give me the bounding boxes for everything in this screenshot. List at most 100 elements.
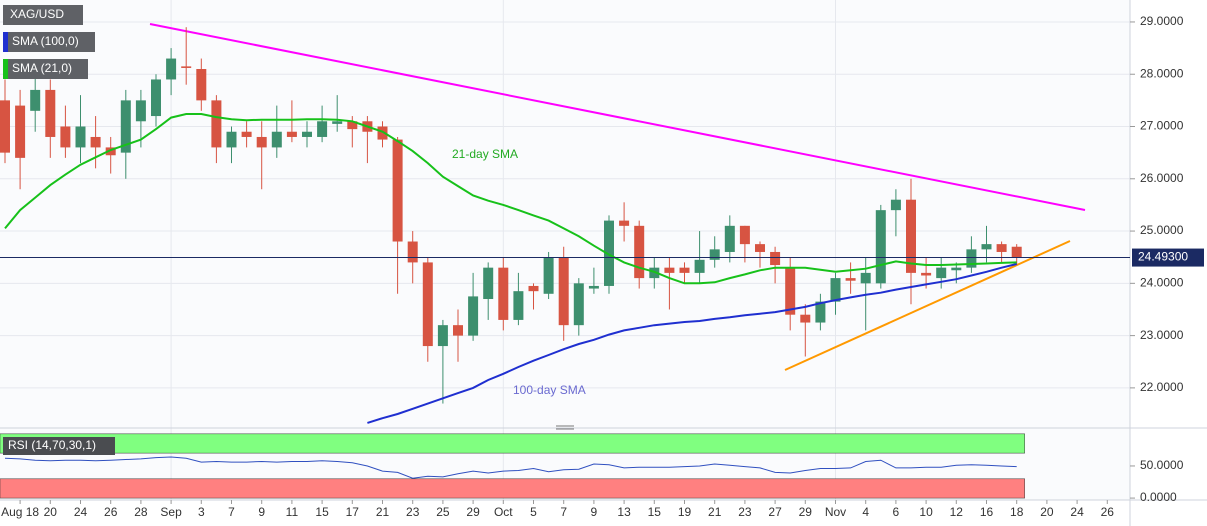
candle-body: [347, 121, 358, 130]
x-tick-label: 29: [466, 505, 480, 519]
candle-body: [830, 278, 841, 302]
x-tick-label: 20: [1040, 505, 1054, 519]
sma-line: [4, 113, 1017, 285]
x-tick-label: 24: [74, 505, 88, 519]
candle-body: [468, 296, 479, 336]
legend-label: SMA (100,0): [12, 34, 79, 48]
candle-body: [573, 283, 584, 326]
y-tick-label: 22.0000: [1140, 380, 1184, 394]
candle-body: [453, 325, 463, 336]
last-price-box: [1132, 248, 1204, 267]
y-tick-label: 25.0000: [1140, 223, 1184, 237]
x-tick-label: 7: [560, 505, 567, 519]
candle-body: [921, 272, 932, 276]
rsi-bands: [0, 433, 1025, 499]
x-tick-label: 24: [1070, 505, 1084, 519]
candle-body: [906, 199, 916, 273]
candle-body: [951, 267, 962, 271]
x-tick-label: 28: [134, 505, 148, 519]
x-tick-label: 15: [648, 505, 662, 519]
y-tick-label: 27.0000: [1140, 119, 1184, 133]
x-tick-label: 6: [893, 505, 900, 519]
x-tick-label: 26: [104, 505, 118, 519]
x-tick-label: 15: [315, 505, 329, 519]
y-tick-label: 24.0000: [1140, 276, 1184, 290]
x-tick-label: 13: [617, 505, 631, 519]
x-tick-label: 27: [768, 505, 782, 519]
candle-body: [860, 272, 871, 284]
candle-body: [256, 136, 267, 148]
y-tick-label: 26.0000: [1140, 171, 1184, 185]
candle-body: [785, 267, 796, 315]
candle-body: [875, 210, 886, 284]
candle-body: [483, 267, 494, 300]
candle-body: [724, 225, 735, 252]
x-tick-label: 11: [286, 505, 299, 519]
x-tick-label: 21: [708, 505, 722, 519]
candle-body: [770, 251, 781, 266]
x-tick-label: 19: [678, 505, 692, 519]
candle-body: [271, 131, 282, 148]
candle-body: [377, 126, 388, 140]
candle-body: [332, 121, 343, 124]
candle-body: [996, 244, 1007, 252]
x-tick-label: Sep: [160, 505, 182, 519]
x-tick-label: 26: [1101, 505, 1115, 519]
last-price-label: 24.49300: [1138, 250, 1188, 264]
candle-body: [543, 257, 554, 294]
candle-body: [513, 291, 524, 320]
rsi-band: [0, 433, 1025, 454]
x-tick-label: 9: [258, 505, 265, 519]
candle-body: [709, 249, 720, 260]
candle-body: [679, 267, 690, 273]
candle-body: [890, 199, 901, 211]
x-tick-label: 5: [530, 505, 537, 519]
legend-label: XAG/USD: [10, 7, 64, 21]
candle-body: [226, 131, 237, 148]
candle-body: [151, 79, 161, 117]
candle-body: [317, 121, 328, 137]
legend-label: SMA (21,0): [12, 61, 72, 75]
candle-body: [196, 69, 207, 101]
candle-body: [966, 249, 977, 268]
candle-body: [422, 262, 433, 347]
candle-body: [437, 325, 448, 347]
legend-box[interactable]: [3, 5, 83, 25]
candle-body: [392, 139, 403, 242]
y-tick-label: 29.0000: [1140, 14, 1184, 28]
candle-body: [105, 147, 116, 156]
candle-body: [694, 259, 705, 273]
x-tick-label: 4: [862, 505, 869, 519]
candle-body: [634, 225, 645, 279]
x-tick-label: 29: [799, 505, 813, 519]
candle-body: [120, 100, 131, 153]
candle-body: [815, 301, 826, 323]
candle-body: [498, 267, 509, 320]
candle-body: [407, 241, 418, 263]
candle-body: [755, 244, 765, 252]
y-tick-label: 28.0000: [1140, 66, 1184, 80]
sma-line: [367, 263, 1017, 424]
candle-body: [800, 314, 811, 323]
x-tick-label: 9: [591, 505, 598, 519]
candle-body: [302, 131, 312, 137]
legend-box[interactable]: [3, 32, 95, 52]
x-tick-label: 7: [228, 505, 235, 519]
x-tick-label: 20: [44, 505, 58, 519]
x-tick-label: 3: [198, 505, 205, 519]
y-tick-label: 0.0000: [1140, 490, 1177, 504]
candle-body: [528, 285, 539, 292]
legend: XAG/USD SMA (100,0) SMA (21,0) RSI (14,7…: [3, 5, 115, 455]
x-tick-label: 12: [950, 505, 964, 519]
x-tick-label: 10: [919, 505, 933, 519]
indicator-label: RSI (14,70,30,1): [8, 438, 96, 452]
legend-box[interactable]: [3, 59, 88, 79]
candle-body: [45, 89, 56, 137]
marks: [0, 27, 1022, 479]
y-tick-label: 50.0000: [1140, 458, 1184, 472]
candle-body: [845, 278, 856, 281]
legend-box[interactable]: [3, 437, 115, 455]
legend-swatch: [3, 32, 8, 52]
candle-body: [588, 285, 599, 289]
